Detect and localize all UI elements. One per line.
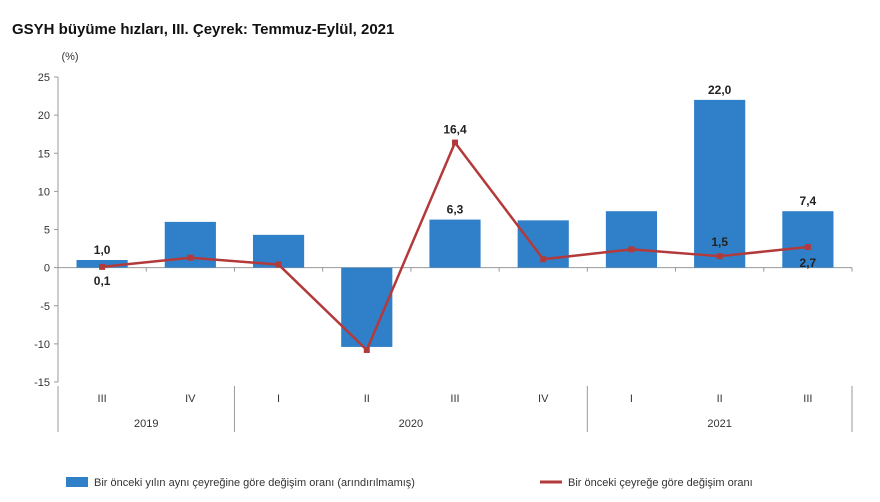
bar bbox=[429, 219, 481, 268]
bar bbox=[694, 99, 746, 268]
y-tick-label: -10 bbox=[34, 339, 50, 351]
bar-data-label: 7,4 bbox=[800, 194, 817, 208]
x-category-label: III bbox=[803, 393, 812, 405]
bar bbox=[782, 211, 834, 268]
line-data-label: 2,7 bbox=[800, 256, 817, 270]
line-point bbox=[628, 246, 635, 253]
chart-title: GSYH büyüme hızları, III. Çeyrek: Temmuz… bbox=[12, 21, 394, 38]
bar-series bbox=[76, 99, 834, 347]
y-tick-label: -15 bbox=[34, 377, 50, 389]
x-category-label: II bbox=[717, 393, 723, 405]
line-data-label: 0,1 bbox=[94, 274, 111, 288]
y-tick-label: 20 bbox=[38, 110, 50, 122]
x-group-label: 2019 bbox=[134, 418, 158, 430]
line-point bbox=[716, 253, 723, 260]
data-labels: 1,0 6,3 22,0 7,4 0,1 16,4 1,5 2,7 bbox=[94, 83, 817, 288]
line-series bbox=[99, 139, 811, 353]
bar bbox=[605, 211, 658, 268]
bar-data-label: 1,0 bbox=[94, 243, 111, 257]
x-group-label: 2020 bbox=[399, 418, 423, 430]
line-point bbox=[187, 254, 194, 261]
line-point bbox=[275, 261, 282, 268]
x-category-label: IV bbox=[538, 393, 549, 405]
bar bbox=[76, 260, 128, 268]
line-point bbox=[452, 139, 458, 146]
y-tick-label: 25 bbox=[38, 72, 50, 84]
legend-bar-swatch bbox=[66, 477, 88, 487]
line-point bbox=[540, 256, 547, 263]
legend: Bir önceki yılın aynı çeyreğine göre değ… bbox=[66, 477, 753, 489]
y-tick-label: 10 bbox=[38, 186, 50, 198]
x-category-label: III bbox=[450, 393, 459, 405]
line-point bbox=[804, 244, 811, 251]
y-tick-label: -5 bbox=[40, 301, 50, 313]
x-category-label: II bbox=[364, 393, 370, 405]
line-point bbox=[363, 346, 370, 353]
y-axis: 25 20 15 10 5 0 -5 -10 -15 bbox=[34, 72, 59, 389]
line-point bbox=[99, 263, 106, 270]
x-category-label: I bbox=[277, 393, 280, 405]
x-group-label: 2021 bbox=[707, 418, 731, 430]
line-data-label: 16,4 bbox=[443, 123, 467, 137]
bar-data-label: 6,3 bbox=[447, 203, 464, 217]
y-axis-unit-label: (%) bbox=[61, 51, 78, 63]
y-tick-label: 15 bbox=[38, 148, 50, 160]
y-tick-label: 5 bbox=[44, 225, 50, 237]
x-category-label: IV bbox=[185, 393, 196, 405]
line-data-label: 1,5 bbox=[711, 235, 728, 249]
legend-bar-label: Bir önceki yılın aynı çeyreğine göre değ… bbox=[94, 477, 415, 489]
bar-data-label: 22,0 bbox=[708, 83, 732, 97]
legend-line-label: Bir önceki çeyreğe göre değişim oranı bbox=[568, 477, 753, 489]
y-tick-label: 0 bbox=[44, 263, 50, 275]
x-category-label: III bbox=[98, 393, 107, 405]
x-category-label: I bbox=[630, 393, 633, 405]
